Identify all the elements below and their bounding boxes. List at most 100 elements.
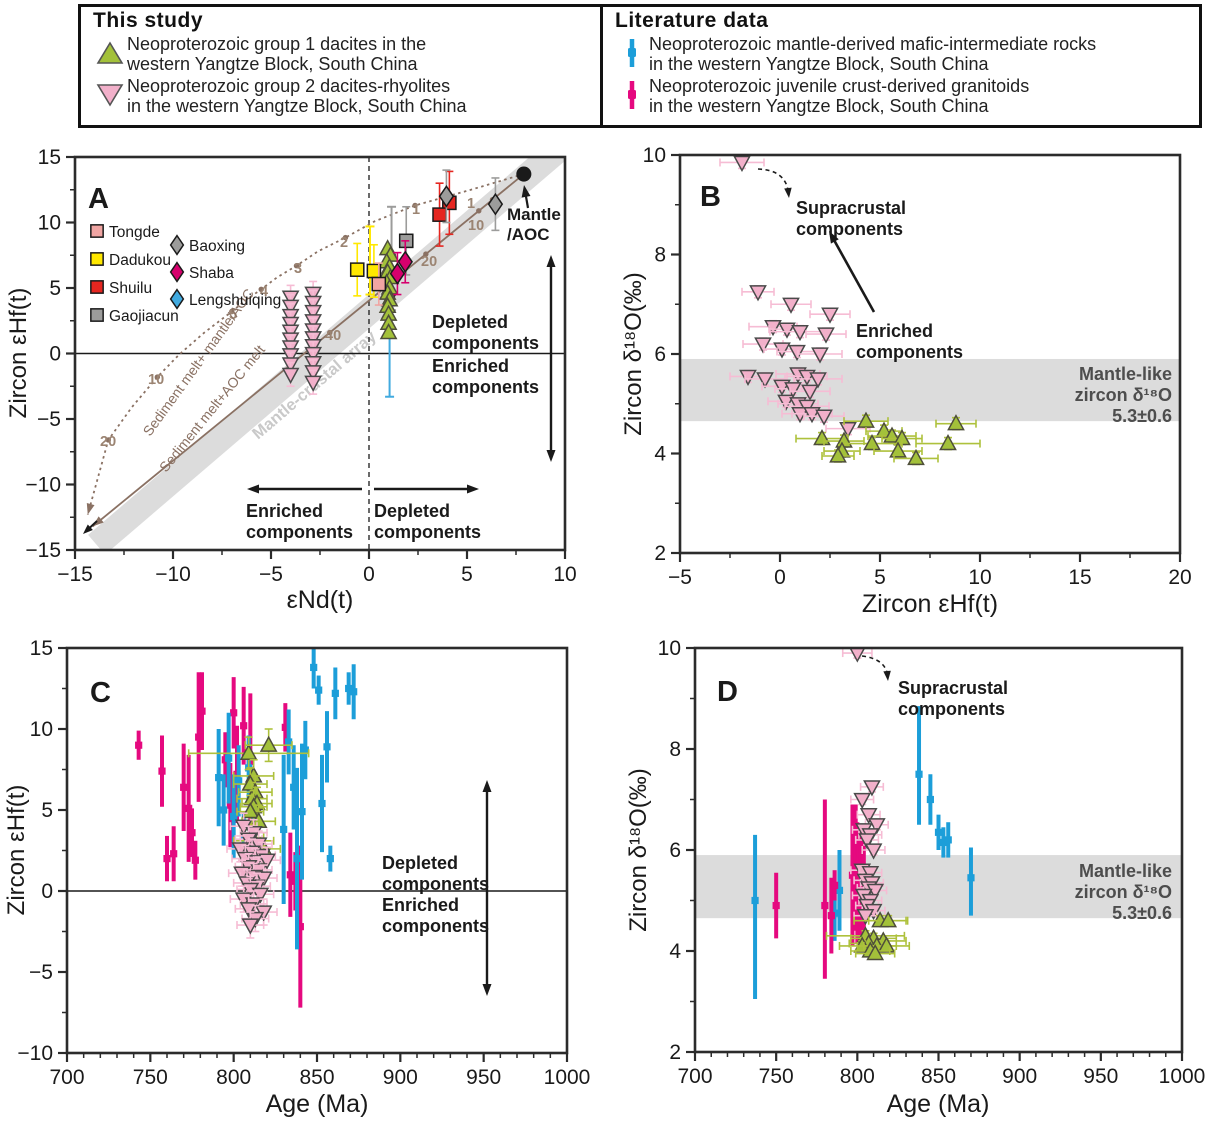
legend-item-label: Neoproterozoic mantle-derived mafic-inte… — [649, 34, 1097, 75]
svg-text:4: 4 — [654, 443, 666, 466]
svg-text:Tongde: Tongde — [109, 224, 160, 241]
legend-item: Neoproterozoic mantle-derived mafic-inte… — [615, 34, 1191, 75]
svg-text:0: 0 — [363, 563, 375, 586]
arrow-head — [784, 187, 792, 198]
svg-text:components: components — [432, 333, 539, 353]
svg-text:Enriched: Enriched — [246, 501, 323, 521]
svg-text:−5: −5 — [37, 408, 61, 431]
svg-text:1000: 1000 — [1159, 1065, 1206, 1088]
svg-text:components: components — [432, 377, 539, 397]
svg-text:1000: 1000 — [544, 1066, 591, 1089]
svg-text:Gaojiacun: Gaojiacun — [109, 308, 179, 325]
svg-text:−5: −5 — [29, 961, 53, 984]
svg-text:900: 900 — [383, 1066, 418, 1089]
svg-text:Depleted: Depleted — [382, 853, 458, 873]
svg-text:10: 10 — [38, 212, 61, 235]
annotations-B: SupracrustalcomponentsEnrichedcomponents… — [757, 168, 1172, 426]
axes-D: 700 750 800 850 900 950 1000 10 8 6 4 2 Age (Ma) Zirc… — [625, 637, 1205, 1118]
svg-text:5: 5 — [229, 307, 237, 323]
svg-text:−15: −15 — [25, 539, 61, 562]
svg-text:components: components — [382, 916, 489, 936]
svg-text:components: components — [898, 699, 1005, 719]
svg-text:Lengshuiqing: Lengshuiqing — [189, 292, 281, 309]
svg-text:2: 2 — [669, 1041, 681, 1064]
legend-item: Neoproterozoic juvenile crust-derived gr… — [615, 76, 1191, 117]
series-group2-dacites-rhyolites — [226, 812, 282, 939]
series-group2-dacites-col1 — [281, 284, 300, 388]
svg-text:components: components — [382, 874, 489, 894]
series-tongde — [371, 262, 387, 306]
svg-text:Age (Ma): Age (Ma) — [266, 1090, 369, 1118]
legend-title-literature: Literature data — [615, 9, 769, 32]
svg-text:2: 2 — [340, 235, 348, 251]
svg-text:5: 5 — [874, 566, 886, 589]
svg-text:Depleted: Depleted — [432, 312, 508, 332]
legend-items-literature: Neoproterozoic mantle-derived mafic-inte… — [615, 34, 1191, 116]
svg-text:5: 5 — [49, 277, 61, 300]
svg-text:εNd(t): εNd(t) — [287, 586, 354, 614]
svg-text:3: 3 — [294, 261, 302, 277]
svg-text:5.3±0.6: 5.3±0.6 — [1112, 406, 1172, 426]
svg-text:Depleted: Depleted — [374, 501, 450, 521]
series-juvenile-crust-granitoids — [135, 672, 304, 1008]
svg-text:5: 5 — [41, 799, 53, 822]
svg-text:Age (Ma): Age (Ma) — [887, 1090, 990, 1118]
arrow-head — [546, 450, 556, 462]
svg-text:components: components — [374, 522, 481, 542]
triangle-up-symbol-icon — [96, 41, 124, 64]
svg-text:Baoxing: Baoxing — [189, 238, 245, 255]
axes-B: −5 0 5 10 15 20 10 8 6 4 2 Zircon εHf(t) Zircon δ¹⁸O… — [620, 144, 1192, 618]
svg-text:15: 15 — [38, 146, 61, 169]
series-group1-dacites — [795, 411, 981, 466]
legend-symbol — [615, 34, 649, 70]
svg-text:10: 10 — [658, 637, 681, 660]
svg-text:4: 4 — [669, 940, 681, 963]
axes-C: 700 750 800 850 900 950 1000 15 10 5 0 −5 −10 Age (Ma… — [3, 637, 590, 1118]
svg-text:10: 10 — [643, 144, 666, 167]
svg-text:800: 800 — [840, 1065, 875, 1088]
svg-text:components: components — [856, 342, 963, 362]
svg-text:Shuilu: Shuilu — [109, 280, 152, 297]
svg-text:Enriched: Enriched — [432, 356, 509, 376]
series-mantle-derived-rocks — [215, 648, 358, 950]
legend-literature-data: Literature data Neoproterozoic mantle-de… — [603, 7, 1199, 125]
errorbar-symbol-icon — [628, 80, 636, 109]
svg-text:B: B — [700, 181, 721, 213]
svg-text:800: 800 — [216, 1066, 251, 1089]
svg-text:8: 8 — [654, 244, 666, 267]
series-group2-dacites-rhyolites — [841, 648, 889, 926]
svg-text:15: 15 — [30, 637, 53, 660]
series-mantle-aoc-point — [516, 166, 532, 182]
svg-text:−5: −5 — [668, 566, 692, 589]
plot-area-D — [695, 648, 1182, 999]
svg-text:Supracrustal: Supracrustal — [898, 678, 1008, 698]
svg-text:0: 0 — [41, 880, 53, 903]
legend-title-this-study: This study — [93, 9, 204, 32]
svg-text:750: 750 — [133, 1066, 168, 1089]
series-mantle-derived-rocks — [751, 706, 975, 999]
svg-text:Zircon εHf(t): Zircon εHf(t) — [5, 288, 32, 419]
svg-text:8: 8 — [669, 738, 681, 761]
svg-text:Zircon δ¹⁸O(‰): Zircon δ¹⁸O(‰) — [620, 272, 647, 435]
series-baoxing — [438, 169, 504, 232]
legend-symbol — [93, 76, 127, 112]
svg-text:10: 10 — [553, 563, 576, 586]
panel-D: 700 750 800 850 900 950 1000 10 8 6 4 2 Age (Ma) Zirc… — [625, 637, 1205, 1118]
svg-text:850: 850 — [299, 1066, 334, 1089]
mantle-like-band — [680, 358, 1180, 422]
svg-text:1: 1 — [412, 202, 420, 218]
svg-text:950: 950 — [1083, 1065, 1118, 1088]
svg-text:950: 950 — [466, 1066, 501, 1089]
svg-text:Mantle-like: Mantle-like — [1079, 364, 1172, 384]
svg-text:20: 20 — [100, 434, 116, 450]
svg-text:zircon δ¹⁸O: zircon δ¹⁸O — [1075, 882, 1172, 902]
svg-text:C: C — [90, 677, 111, 709]
arrow-head — [86, 502, 95, 515]
legend-symbol — [615, 76, 649, 112]
legend-items-this-study: Neoproterozoic group 1 dacites in the we… — [93, 34, 592, 116]
svg-text:5.3±0.6: 5.3±0.6 — [1112, 903, 1172, 923]
svg-text:10: 10 — [30, 718, 53, 741]
